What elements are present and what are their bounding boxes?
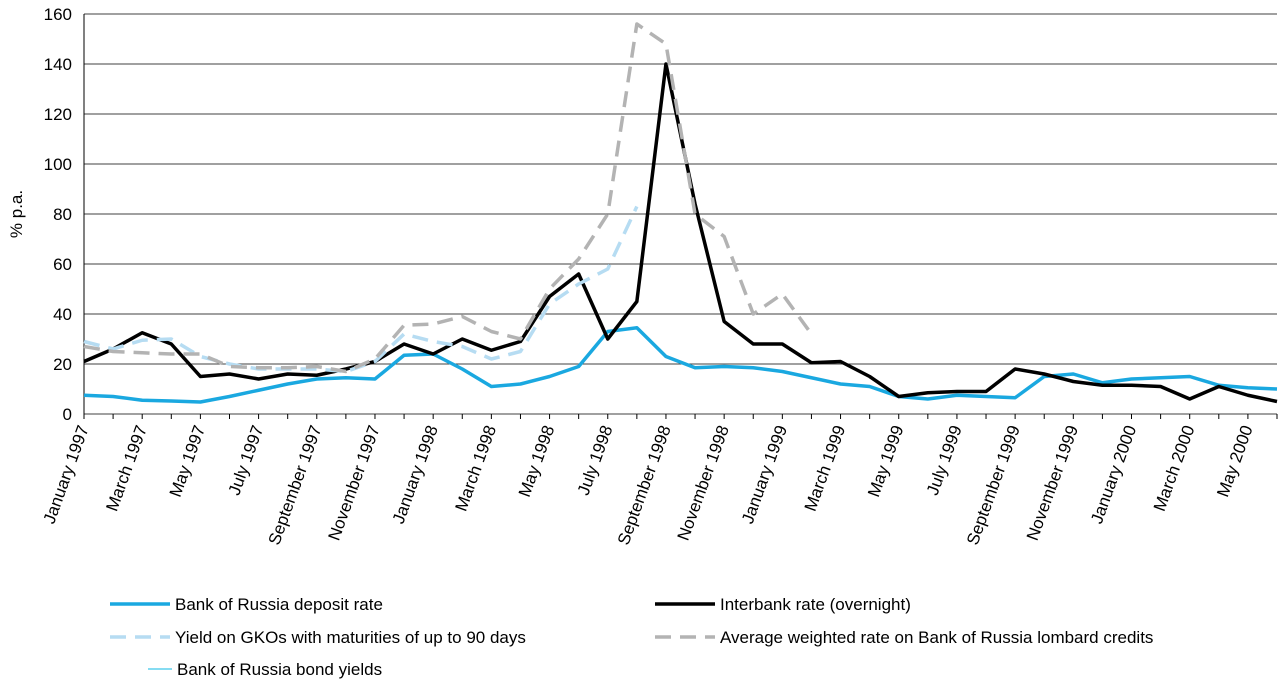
legend-label: Interbank rate (overnight) [720, 595, 911, 614]
x-tick-label: May 1997 [166, 423, 209, 500]
legend-label: Bank of Russia bond yields [177, 660, 382, 679]
y-tick-label: 20 [53, 355, 72, 374]
x-tick-label: May 1998 [515, 423, 558, 500]
y-axis-label: % p.a. [7, 190, 26, 238]
series-line [83, 62, 1278, 404]
y-tick-label: 60 [53, 255, 72, 274]
y-tick-label: 120 [44, 105, 72, 124]
x-tick-label: November 1997 [325, 423, 384, 543]
x-tick-label: March 2000 [1150, 423, 1199, 514]
y-tick-label: 0 [63, 405, 72, 424]
series-line [83, 326, 1278, 404]
x-tick-label: May 1999 [864, 423, 907, 500]
y-tick-label: 40 [53, 305, 72, 324]
legend-label: Yield on GKOs with maturities of up to 9… [175, 628, 526, 647]
x-tick-label: March 1998 [452, 423, 501, 514]
x-tick-label: January 1997 [40, 423, 93, 526]
x-tick-label: July 1998 [574, 423, 617, 498]
y-tick-label: 160 [44, 5, 72, 24]
series-line [83, 205, 639, 374]
y-tick-label: 100 [44, 155, 72, 174]
x-tick-label: July 1999 [923, 423, 966, 498]
x-tick-label: September 1998 [614, 423, 675, 548]
x-tick-label: March 1999 [801, 423, 850, 514]
series-line [83, 22, 813, 374]
x-tick-label: September 1997 [265, 423, 326, 548]
x-tick-label: January 1998 [389, 423, 442, 526]
x-tick-label: November 1998 [674, 423, 733, 543]
y-tick-label: 80 [53, 205, 72, 224]
legend-label: Average weighted rate on Bank of Russia … [720, 628, 1153, 647]
x-tick-label: January 2000 [1087, 423, 1140, 526]
x-tick-label: May 2000 [1213, 423, 1256, 500]
x-tick-label: July 1997 [225, 423, 268, 498]
legend-label: Bank of Russia deposit rate [175, 595, 383, 614]
x-tick-label: November 1999 [1023, 423, 1082, 543]
x-tick-label: January 1999 [738, 423, 791, 526]
y-tick-label: 140 [44, 55, 72, 74]
x-tick-label: March 1997 [102, 423, 151, 514]
x-tick-label: September 1999 [963, 423, 1024, 548]
